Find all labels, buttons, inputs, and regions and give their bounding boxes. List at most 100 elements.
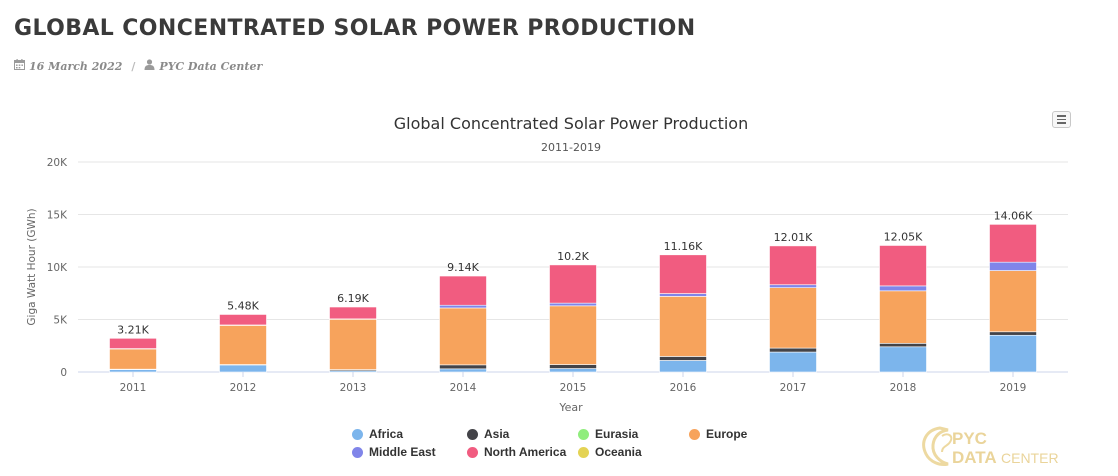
bar-segment-middle-east [659, 293, 707, 297]
x-tick-label: 2015 [560, 382, 587, 394]
legend-item-africa[interactable]: Africa [352, 427, 403, 441]
bar-segment-north-america [439, 275, 487, 306]
legend-item-europe[interactable]: Europe [689, 427, 747, 441]
y-tick-label: 10K [47, 262, 68, 274]
bar-segment-europe [769, 287, 817, 349]
watermark-pyc: PYC [952, 429, 987, 448]
total-label: 11.16K [664, 240, 703, 253]
y-tick-label: 0 [60, 367, 67, 379]
bar-segment-north-america [879, 245, 927, 287]
total-label: 10.2K [557, 250, 589, 263]
bar-segment-africa [439, 368, 487, 373]
post-author[interactable]: PYC Data Center [159, 59, 263, 73]
y-axis-title: Giga Watt Hour (GWh) [26, 208, 38, 325]
total-label: 6.19K [337, 292, 369, 305]
bar-segment-europe [329, 318, 377, 370]
total-label: 12.05K [884, 230, 923, 243]
post-meta: 16 March 2022 / PYC Data Center [14, 59, 262, 73]
meta-separator: / [131, 59, 136, 73]
total-label: 9.14K [447, 261, 479, 274]
chart-menu-button[interactable] [1052, 111, 1071, 128]
bar-segment-europe [439, 307, 487, 366]
bar-segment-asia [549, 364, 597, 369]
bar-segment-africa [879, 346, 927, 373]
x-tick-label: 2017 [780, 382, 807, 394]
x-tick-label: 2012 [230, 382, 257, 394]
legend-marker [352, 446, 363, 458]
bar-segment-asia [989, 331, 1037, 336]
total-label: 14.06K [994, 209, 1033, 222]
bar-segment-europe [659, 296, 707, 357]
bar-segment-middle-east [769, 284, 817, 288]
bar-segment-middle-east [439, 304, 487, 309]
bar-segment-middle-east [989, 261, 1037, 271]
x-tick-label: 2018 [890, 382, 917, 394]
legend-label: Europe [706, 427, 748, 441]
watermark-center: CENTER [1001, 450, 1059, 466]
legend-label: Eurasia [595, 427, 639, 441]
calendar-icon [14, 59, 25, 73]
total-label: 3.21K [117, 323, 149, 336]
post-date: 16 March 2022 [29, 59, 123, 73]
bar-segment-africa [219, 364, 267, 373]
bar-segment-africa [989, 334, 1037, 373]
legend-marker [467, 446, 478, 458]
total-label: 12.01K [774, 231, 813, 244]
legend-marker [689, 428, 700, 440]
bar-segment-north-america [219, 314, 267, 326]
stacked-bar-chart: Global Concentrated Solar Power Producti… [26, 114, 1068, 414]
bar-segment-europe [219, 324, 267, 365]
bar-segment-africa [549, 368, 597, 373]
legend-marker [578, 446, 589, 458]
legend-label: North America [484, 445, 567, 459]
legend-item-middle-east[interactable]: Middle East [352, 445, 436, 459]
legend-item-asia[interactable]: Asia [467, 427, 509, 441]
hamburger-menu-icon [1057, 115, 1066, 117]
bar-segment-africa [659, 360, 707, 373]
bar-segment-europe [109, 348, 157, 370]
legend-label: Oceania [595, 445, 642, 459]
bar-segment-asia [659, 356, 707, 361]
bar-segment-north-america [769, 245, 817, 286]
bar-segment-north-america [989, 224, 1037, 263]
legend-label: Africa [369, 427, 404, 441]
bar-segment-middle-east [549, 302, 597, 307]
bar-segment-europe [989, 270, 1037, 333]
legend-marker [467, 428, 478, 440]
y-tick-label: 20K [47, 157, 68, 169]
x-axis-title: Year [558, 401, 583, 414]
x-tick-label: 2011 [120, 382, 147, 394]
bar-segment-africa [769, 351, 817, 373]
x-tick-label: 2014 [450, 382, 477, 394]
bar-segment-asia [879, 343, 927, 348]
watermark-data: DATA [952, 448, 997, 467]
bar-segment-north-america [109, 337, 157, 349]
legend-marker [578, 428, 589, 440]
legend-item-eurasia[interactable]: Eurasia [578, 427, 638, 441]
bar-segment-asia [769, 347, 817, 353]
bar-segment-europe [879, 290, 927, 344]
chart-container: Global Concentrated Solar Power Producti… [0, 105, 1118, 475]
bar-segment-north-america [659, 254, 707, 294]
bar-segment-asia [439, 364, 487, 370]
bar-segment-middle-east [879, 285, 927, 292]
x-tick-label: 2016 [670, 382, 697, 394]
bar-segment-europe [549, 305, 597, 365]
y-tick-label: 5K [53, 315, 68, 327]
total-label: 5.48K [227, 299, 259, 312]
x-tick-label: 2013 [340, 382, 367, 394]
legend-label: Asia [484, 427, 510, 441]
legend-label: Middle East [369, 445, 436, 459]
bar-segment-north-america [549, 264, 597, 304]
user-icon [144, 59, 155, 73]
legend-marker [352, 428, 363, 440]
legend-item-north-america[interactable]: North America [467, 445, 566, 459]
pyc-watermark-logo: PYC DATA CENTER [918, 422, 1078, 472]
chart-title: Global Concentrated Solar Power Producti… [394, 114, 748, 133]
chart-subtitle: 2011-2019 [541, 141, 601, 154]
bar-segment-north-america [329, 306, 377, 320]
x-tick-label: 2019 [1000, 382, 1027, 394]
legend-item-oceania[interactable]: Oceania [578, 445, 642, 459]
y-tick-label: 15K [47, 210, 68, 222]
page-title: GLOBAL CONCENTRATED SOLAR POWER PRODUCTI… [14, 16, 696, 41]
